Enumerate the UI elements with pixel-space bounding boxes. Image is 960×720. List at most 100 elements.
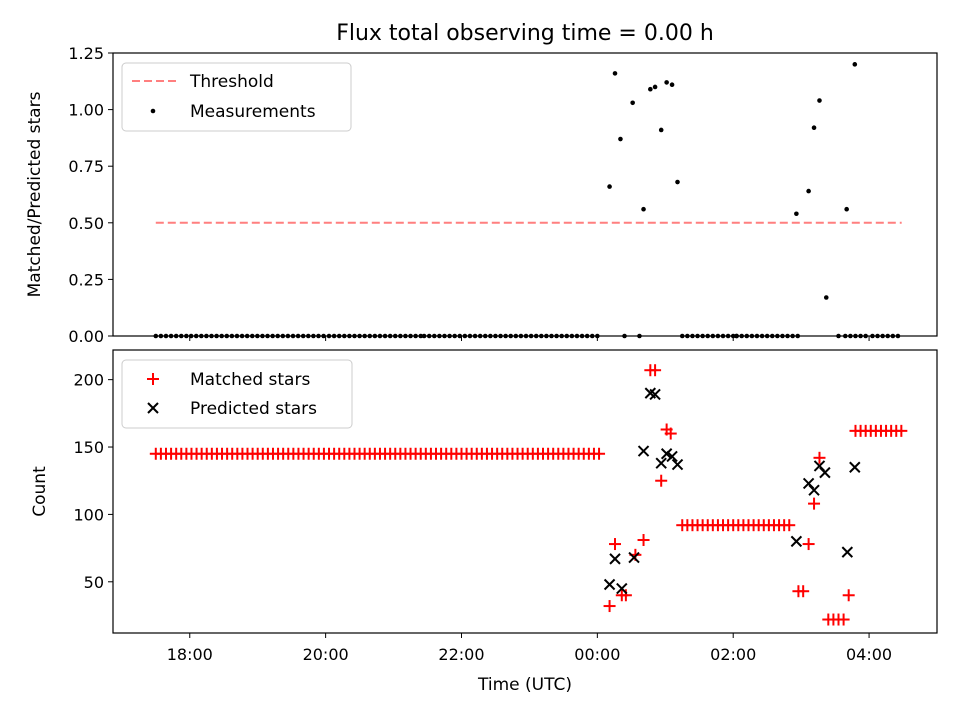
measurement-point bbox=[204, 333, 209, 339]
measurement-point bbox=[853, 333, 858, 339]
measurement-point bbox=[806, 188, 811, 194]
measurement-point bbox=[744, 333, 750, 339]
measurement-point bbox=[331, 333, 337, 339]
matched-star-point bbox=[802, 538, 815, 551]
measurement-point bbox=[392, 333, 398, 339]
measurement-point bbox=[280, 333, 286, 339]
matched-star-point bbox=[808, 497, 821, 510]
measurement-point bbox=[848, 333, 853, 339]
measurement-point bbox=[749, 333, 755, 339]
measurement-point bbox=[679, 333, 685, 339]
measurement-point bbox=[720, 333, 726, 339]
measurement-point bbox=[690, 333, 695, 339]
measurement-point bbox=[408, 333, 413, 339]
measurement-point bbox=[387, 333, 393, 339]
measurement-point bbox=[584, 333, 590, 339]
matched-star-point bbox=[649, 364, 662, 377]
measurement-point bbox=[842, 333, 848, 339]
measurement-point bbox=[630, 100, 635, 106]
measurement-point bbox=[184, 333, 189, 339]
measurement-point bbox=[754, 333, 760, 339]
top-ytick-label: 0.25 bbox=[68, 270, 104, 289]
measurement-point bbox=[260, 333, 265, 339]
measurement-point bbox=[336, 333, 342, 339]
top-ytick-label: 0.50 bbox=[68, 214, 104, 233]
measurement-point bbox=[725, 333, 731, 339]
measurement-point bbox=[472, 333, 478, 339]
measurement-point bbox=[669, 82, 675, 87]
bottom-xtick-label: 22:00 bbox=[438, 645, 484, 664]
measurement-point bbox=[290, 333, 296, 339]
bottom-xtick-label: 18:00 bbox=[167, 645, 213, 664]
top-ytick-label: 1.25 bbox=[68, 44, 104, 63]
measurement-point bbox=[214, 333, 219, 339]
predicted-star-point bbox=[790, 535, 803, 548]
measurement-point bbox=[863, 333, 868, 339]
predicted-star-point bbox=[649, 388, 661, 401]
measurement-point bbox=[564, 333, 570, 339]
matched-star-point bbox=[655, 474, 668, 487]
matched-star-point bbox=[842, 589, 855, 602]
matched-star-point bbox=[783, 519, 796, 532]
bottom-panel: Count Time (UTC) 50 100 150 200 18:00 20:00 2… bbox=[30, 349, 938, 695]
measurement-point bbox=[295, 333, 301, 339]
bottom-ytick-label: 150 bbox=[73, 438, 104, 457]
measurement-point bbox=[730, 333, 736, 339]
measurement-point bbox=[493, 333, 498, 339]
measurement-point bbox=[675, 179, 680, 185]
measurement-point bbox=[685, 333, 690, 339]
measurement-point bbox=[705, 333, 711, 339]
measurement-point bbox=[239, 333, 245, 339]
predicted-star-point bbox=[637, 445, 650, 457]
measurement-point bbox=[734, 333, 739, 339]
measurement-point bbox=[452, 333, 457, 339]
measurement-point bbox=[595, 333, 600, 339]
measurement-point bbox=[306, 333, 311, 339]
measurement-point bbox=[482, 333, 488, 339]
matched-star-point bbox=[837, 613, 850, 626]
bottom-xtick-label: 20:00 bbox=[303, 645, 349, 664]
top-ylabel: Matched/Predicted stars bbox=[25, 91, 45, 297]
measurement-point bbox=[219, 333, 224, 339]
top-ytick-label: 0.00 bbox=[68, 327, 104, 346]
measurement-point bbox=[790, 333, 795, 339]
measurement-point bbox=[403, 333, 408, 339]
bottom-ytick-label: 100 bbox=[73, 505, 104, 524]
bottom-ylabel: Count bbox=[30, 466, 50, 517]
predicted-star-point bbox=[808, 484, 820, 496]
measurement-point bbox=[437, 333, 442, 339]
measurement-point bbox=[794, 211, 799, 217]
measurement-point bbox=[775, 333, 780, 339]
measurement-point bbox=[447, 333, 452, 339]
predicted-star-point bbox=[819, 466, 831, 479]
measurement-point bbox=[342, 333, 347, 339]
measurement-point bbox=[559, 333, 564, 339]
top-legend: Threshold Measurements bbox=[121, 62, 352, 132]
measurement-point bbox=[589, 333, 595, 339]
measurement-point bbox=[270, 333, 275, 339]
measurement-point bbox=[413, 333, 418, 339]
measurement-point bbox=[426, 333, 432, 339]
measurement-point bbox=[875, 333, 880, 339]
measurement-point bbox=[382, 333, 388, 339]
measurement-point bbox=[836, 333, 841, 339]
measurement-point bbox=[648, 86, 653, 92]
bottom-axes-frame bbox=[112, 349, 938, 634]
measurement-point bbox=[544, 333, 549, 339]
predicted-star-point bbox=[655, 457, 667, 469]
measurement-point bbox=[398, 333, 403, 339]
bottom-ytick-label: 200 bbox=[73, 371, 104, 390]
measurement-point bbox=[362, 333, 367, 339]
measurement-point bbox=[178, 333, 184, 339]
measurement-point bbox=[158, 333, 164, 339]
measurement-point bbox=[870, 333, 875, 339]
measurement-point bbox=[780, 333, 785, 339]
measurement-point bbox=[173, 333, 179, 339]
measurement-point bbox=[612, 71, 618, 76]
legend-threshold-label: Threshold bbox=[189, 72, 274, 92]
measurement-point bbox=[513, 333, 519, 339]
measurement-point bbox=[710, 333, 716, 339]
measurement-point bbox=[467, 333, 473, 339]
legend-matched-label: Matched stars bbox=[190, 370, 310, 390]
matched-star-point bbox=[603, 600, 616, 613]
